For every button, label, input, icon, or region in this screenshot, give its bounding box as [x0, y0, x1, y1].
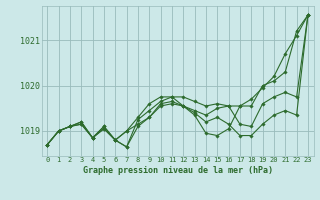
X-axis label: Graphe pression niveau de la mer (hPa): Graphe pression niveau de la mer (hPa)	[83, 166, 273, 175]
